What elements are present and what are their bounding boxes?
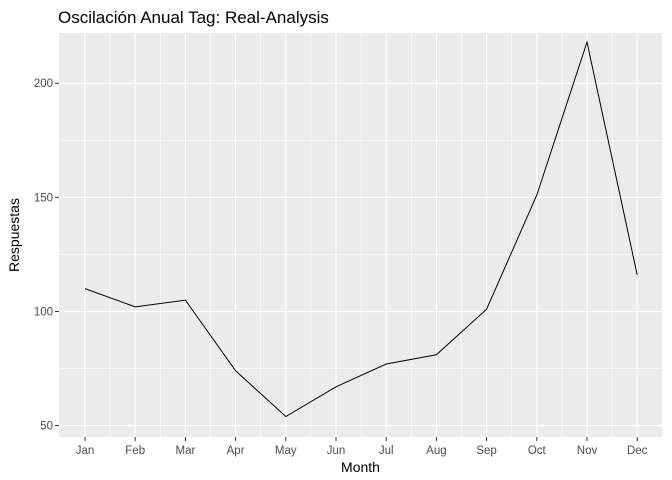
series-line-group bbox=[84, 40, 638, 418]
series-line bbox=[84, 40, 638, 418]
x-tick-label: Apr bbox=[227, 445, 245, 457]
y-tick-label: 200 bbox=[34, 78, 53, 90]
x-tick-label: Jul bbox=[379, 445, 394, 457]
plot-panel bbox=[59, 33, 662, 437]
x-tick-label: Dec bbox=[627, 445, 648, 457]
x-axis: Jan Feb Mar Apr May Jun Jul Aug Sep Oct Nov Dec bbox=[76, 437, 648, 457]
y-axis-title: Respuestas bbox=[6, 198, 22, 272]
x-tick-label: Nov bbox=[577, 445, 598, 457]
x-tick-label: May bbox=[275, 445, 297, 457]
x-axis-title: Month bbox=[341, 459, 380, 475]
x-tick-label: Jun bbox=[327, 445, 346, 457]
x-tick-label: Feb bbox=[125, 445, 145, 457]
x-tick-label: Jan bbox=[76, 445, 95, 457]
chart-title: Oscilación Anual Tag: Real-Analysis bbox=[58, 8, 329, 27]
y-tick-label: 150 bbox=[34, 192, 53, 204]
x-tick-label: Aug bbox=[426, 445, 446, 457]
x-tick-label: Sep bbox=[476, 445, 496, 457]
x-tick-label: Mar bbox=[175, 445, 195, 457]
y-tick-label: 50 bbox=[40, 421, 53, 433]
y-tick-label: 100 bbox=[34, 306, 53, 318]
grid-lines bbox=[59, 33, 662, 437]
y-axis: 50 100 150 200 bbox=[34, 78, 59, 433]
x-tick-label: Oct bbox=[528, 445, 547, 457]
